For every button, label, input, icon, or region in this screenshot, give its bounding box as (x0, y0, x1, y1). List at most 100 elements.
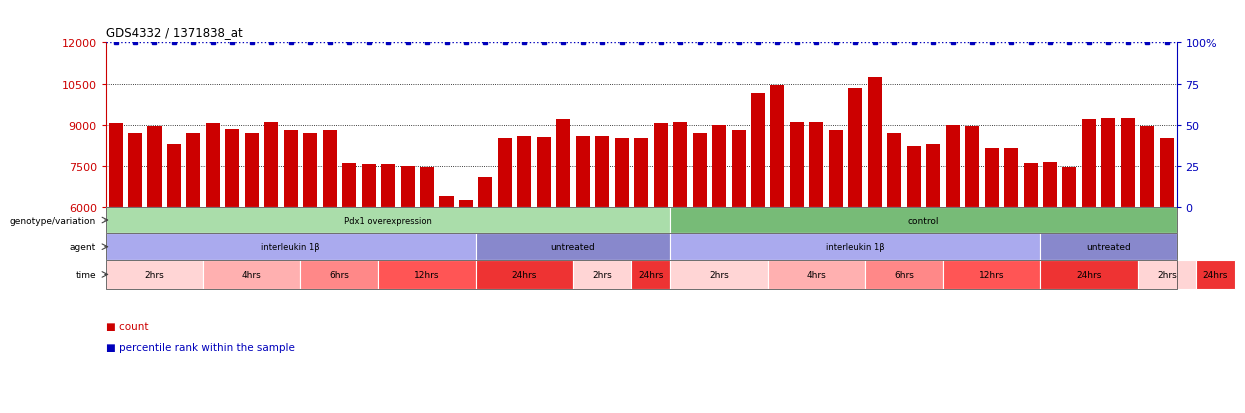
Bar (634, 139, 649, 371)
Text: 24hrs: 24hrs (639, 270, 664, 279)
Bar (1138, 261, 1196, 289)
Bar (615, 139, 629, 371)
Bar (264, 123, 279, 371)
Bar (670, 261, 768, 289)
Text: 6hrs: 6hrs (894, 270, 914, 279)
Text: 2hrs: 2hrs (1157, 270, 1177, 279)
Text: GDS4332 / 1371838_at: GDS4332 / 1371838_at (106, 26, 243, 39)
Bar (304, 133, 317, 371)
Bar (498, 139, 512, 371)
Bar (1120, 119, 1135, 371)
Bar (225, 129, 239, 371)
Bar (1003, 149, 1018, 371)
Bar (692, 133, 707, 371)
Bar (768, 261, 865, 289)
Text: ■ count: ■ count (106, 321, 148, 331)
Bar (732, 131, 746, 371)
Text: 2hrs: 2hrs (593, 270, 613, 279)
Bar (965, 127, 979, 371)
Bar (926, 145, 940, 371)
Bar (670, 207, 1177, 234)
Text: control: control (908, 216, 939, 225)
Bar (751, 94, 764, 371)
Bar (1140, 127, 1154, 371)
Bar (322, 131, 336, 371)
Bar (439, 196, 453, 371)
Bar (1082, 120, 1096, 371)
Bar (573, 261, 631, 289)
Text: 2hrs: 2hrs (710, 270, 728, 279)
Text: genotype/variation: genotype/variation (10, 216, 96, 225)
Bar (575, 136, 590, 371)
Bar (361, 165, 376, 371)
Bar (1041, 261, 1138, 289)
Bar (284, 131, 298, 371)
Bar (342, 164, 356, 371)
Bar (829, 131, 843, 371)
Text: 24hrs: 24hrs (1076, 270, 1102, 279)
Text: 24hrs: 24hrs (512, 270, 537, 279)
Bar (1043, 162, 1057, 371)
Bar (378, 261, 476, 289)
Text: Pdx1 overexpression: Pdx1 overexpression (344, 216, 432, 225)
Bar (420, 168, 435, 371)
Bar (888, 133, 901, 371)
Bar (147, 127, 162, 371)
Bar (906, 147, 921, 371)
Bar (518, 136, 532, 371)
Bar (300, 261, 378, 289)
Bar (1041, 234, 1177, 261)
Bar (203, 261, 300, 289)
Bar (789, 123, 804, 371)
Bar (1196, 261, 1235, 289)
Text: ■ percentile rank within the sample: ■ percentile rank within the sample (106, 342, 295, 352)
Bar (670, 234, 1041, 261)
Bar (537, 138, 550, 371)
Bar (106, 207, 670, 234)
Bar (187, 133, 200, 371)
Bar (712, 125, 726, 371)
Text: interleukin 1β: interleukin 1β (261, 242, 320, 252)
Bar (557, 120, 570, 371)
Bar (595, 136, 609, 371)
Bar (476, 234, 670, 261)
Bar (245, 133, 259, 371)
Bar (631, 261, 670, 289)
Text: 4hrs: 4hrs (807, 270, 827, 279)
Text: interleukin 1β: interleukin 1β (825, 242, 885, 252)
Bar (654, 124, 667, 371)
Text: 6hrs: 6hrs (330, 270, 350, 279)
Bar (128, 133, 142, 371)
Bar (167, 145, 181, 371)
Text: untreated: untreated (1086, 242, 1130, 252)
Bar (946, 125, 960, 371)
Bar (1160, 139, 1174, 371)
Text: 2hrs: 2hrs (144, 270, 164, 279)
Bar (106, 261, 203, 289)
Bar (476, 261, 573, 289)
Bar (401, 166, 415, 371)
Bar (459, 200, 473, 371)
Text: time: time (76, 270, 96, 279)
Bar (381, 165, 395, 371)
Text: 12hrs: 12hrs (979, 270, 1005, 279)
Bar (674, 123, 687, 371)
Text: 12hrs: 12hrs (415, 270, 439, 279)
Bar (865, 261, 942, 289)
Bar (771, 85, 784, 371)
Bar (106, 234, 476, 261)
Bar (1102, 119, 1116, 371)
Bar (848, 88, 863, 371)
Bar (1023, 164, 1037, 371)
Bar (809, 123, 823, 371)
Bar (942, 261, 1041, 289)
Bar (868, 78, 881, 371)
Bar (108, 124, 122, 371)
Text: untreated: untreated (550, 242, 595, 252)
Text: 4hrs: 4hrs (242, 270, 261, 279)
Text: agent: agent (70, 242, 96, 252)
Bar (1062, 168, 1077, 371)
Text: 24hrs: 24hrs (1203, 270, 1228, 279)
Bar (478, 177, 493, 371)
Bar (985, 149, 998, 371)
